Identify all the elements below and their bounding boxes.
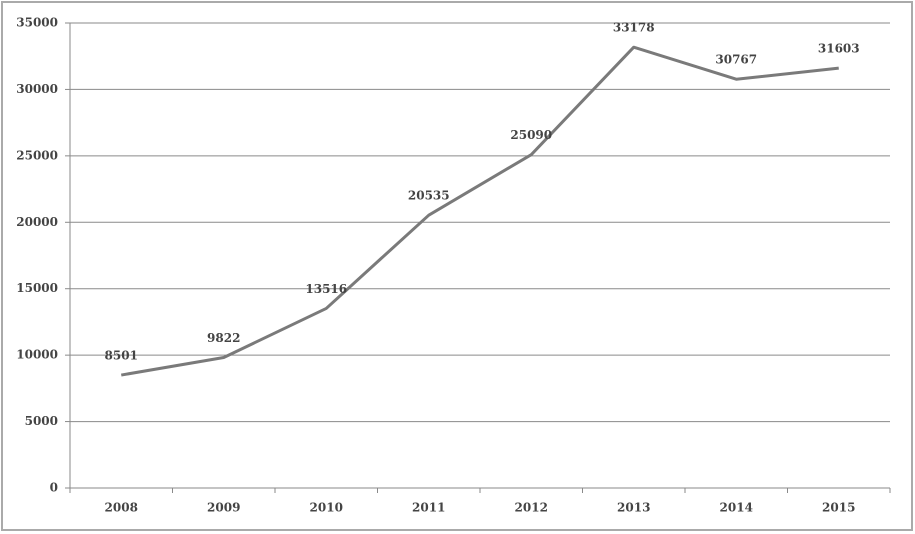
data-line xyxy=(120,45,839,377)
data-label: 13516 xyxy=(305,282,347,296)
x-tick-label: 2011 xyxy=(412,501,445,515)
y-tick-label: 20000 xyxy=(16,215,58,229)
y-tick-label: 5000 xyxy=(25,414,58,428)
data-label: 25090 xyxy=(510,128,552,142)
y-tick-label: 30000 xyxy=(16,82,58,96)
x-tick-label: 2008 xyxy=(105,501,138,515)
y-tick-label: 10000 xyxy=(16,348,58,362)
data-label: 31603 xyxy=(818,42,860,56)
y-tick-label: 35000 xyxy=(16,16,58,30)
data-label: 30767 xyxy=(715,53,757,67)
y-tick-label: 0 xyxy=(50,481,58,495)
x-tick-label: 2013 xyxy=(617,501,650,515)
data-label: 33178 xyxy=(613,21,655,35)
data-label: 8501 xyxy=(105,349,138,363)
x-tick-label: 2014 xyxy=(720,501,753,515)
y-tick-label: 25000 xyxy=(16,148,58,162)
data-label: 9822 xyxy=(207,331,240,345)
x-tick-label: 2012 xyxy=(515,501,548,515)
x-tick-label: 2015 xyxy=(822,501,855,515)
x-tick-label: 2009 xyxy=(207,501,240,515)
x-tick-label: 2010 xyxy=(310,501,343,515)
y-tick-label: 15000 xyxy=(16,281,58,295)
data-label: 20535 xyxy=(408,189,450,203)
